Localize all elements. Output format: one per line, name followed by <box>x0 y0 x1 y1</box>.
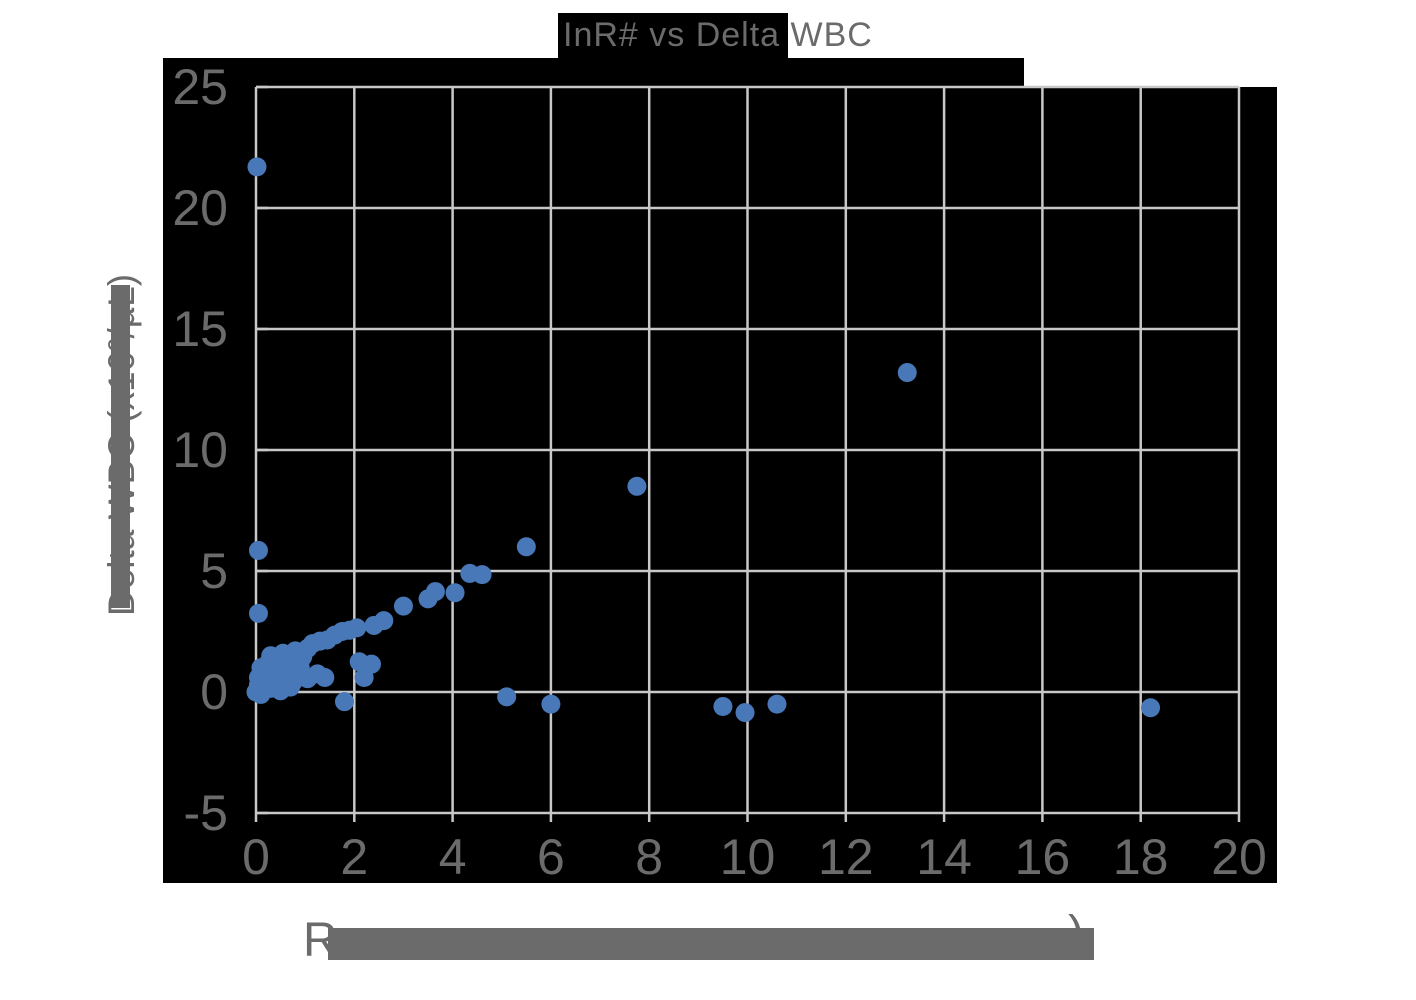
y-tick-label: 0 <box>200 664 228 720</box>
data-point <box>334 692 354 712</box>
data-point <box>445 583 465 603</box>
black-mask-rect <box>558 13 788 58</box>
y-tick-label: 20 <box>172 180 228 236</box>
x-axis-title-fragment-end: ) <box>1068 912 1108 929</box>
data-point <box>541 694 561 714</box>
data-point <box>374 611 394 631</box>
x-tick-label: 18 <box>1112 829 1169 885</box>
data-point <box>472 565 492 585</box>
data-point <box>767 694 787 714</box>
x-tick-label: 6 <box>536 829 565 885</box>
data-point <box>897 363 917 383</box>
x-tick-label: 12 <box>817 829 874 885</box>
data-point <box>735 703 755 723</box>
x-tick-label: 8 <box>635 829 664 885</box>
scatter-plot-area <box>246 85 1241 822</box>
x-tick-label: 10 <box>719 829 776 885</box>
black-mask-rect <box>163 87 1277 883</box>
x-tick-label: 20 <box>1211 829 1267 885</box>
data-point <box>354 667 374 687</box>
data-point <box>283 672 303 692</box>
data-point <box>1141 698 1161 718</box>
x-tick-label: 4 <box>438 829 467 885</box>
data-point <box>713 697 733 717</box>
x-tick-label: 0 <box>242 829 270 885</box>
y-tick-label: 10 <box>172 422 228 478</box>
y-tick-label: 5 <box>200 543 228 599</box>
data-point <box>248 603 268 623</box>
data-point <box>347 618 367 638</box>
x-tick-label: 16 <box>1014 829 1071 885</box>
black-mask-rect <box>163 58 1024 87</box>
y-tick-label: 25 <box>172 59 228 115</box>
chart-title: InR# vs Delta WBC <box>563 16 873 54</box>
data-point <box>627 476 647 496</box>
y-axis-label-redaction-bar <box>111 285 130 608</box>
x-axis-label-redaction-bar <box>328 928 1094 960</box>
x-tick-label: 2 <box>340 829 369 885</box>
data-point <box>393 596 413 616</box>
data-point <box>247 157 267 177</box>
data-point <box>315 667 335 687</box>
y-tick-label: 15 <box>172 301 228 357</box>
data-point <box>425 582 445 602</box>
data-point <box>248 540 268 560</box>
y-tick-label: -5 <box>183 785 228 841</box>
data-point <box>516 537 536 557</box>
data-point <box>497 687 517 707</box>
x-tick-label: 14 <box>916 829 972 885</box>
